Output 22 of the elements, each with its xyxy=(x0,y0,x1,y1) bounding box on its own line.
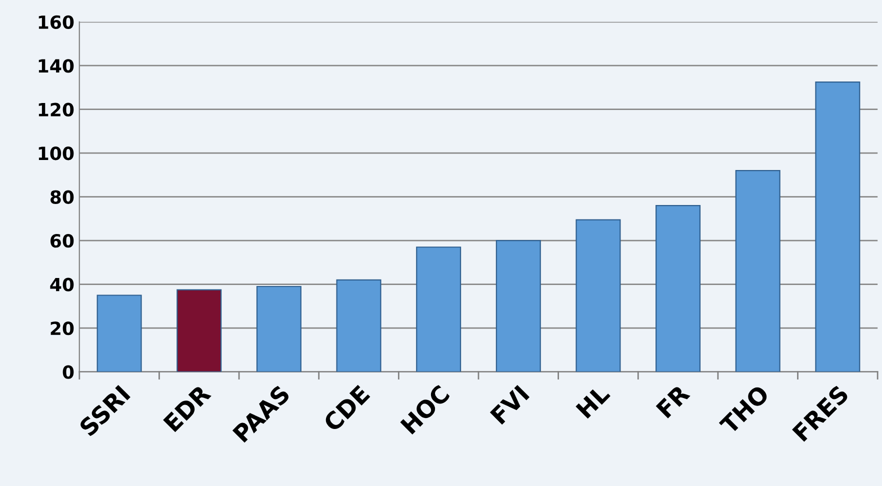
y-tick-label: 0 xyxy=(62,365,74,379)
bar xyxy=(815,81,860,372)
x-tick-label: FR xyxy=(656,384,690,418)
bar xyxy=(656,205,701,372)
bar xyxy=(176,289,222,372)
y-tick-label: 80 xyxy=(50,190,74,204)
y-tick-label: 140 xyxy=(38,59,74,73)
y-tick-label: 100 xyxy=(38,146,74,160)
y-tick-label: 120 xyxy=(38,102,74,116)
bar xyxy=(735,170,780,372)
x-tick-label: FVI xyxy=(490,384,530,425)
bar xyxy=(496,240,541,372)
y-tick-label: 40 xyxy=(50,278,74,292)
y-tick-label: 20 xyxy=(50,322,74,336)
bar xyxy=(336,279,382,372)
y-tick-label: 60 xyxy=(50,234,74,248)
bar xyxy=(256,286,302,372)
bar xyxy=(96,294,142,372)
y-tick-label: 160 xyxy=(38,15,74,29)
bar xyxy=(416,246,462,372)
bar xyxy=(576,219,621,372)
x-tick-label: HL xyxy=(576,384,610,419)
